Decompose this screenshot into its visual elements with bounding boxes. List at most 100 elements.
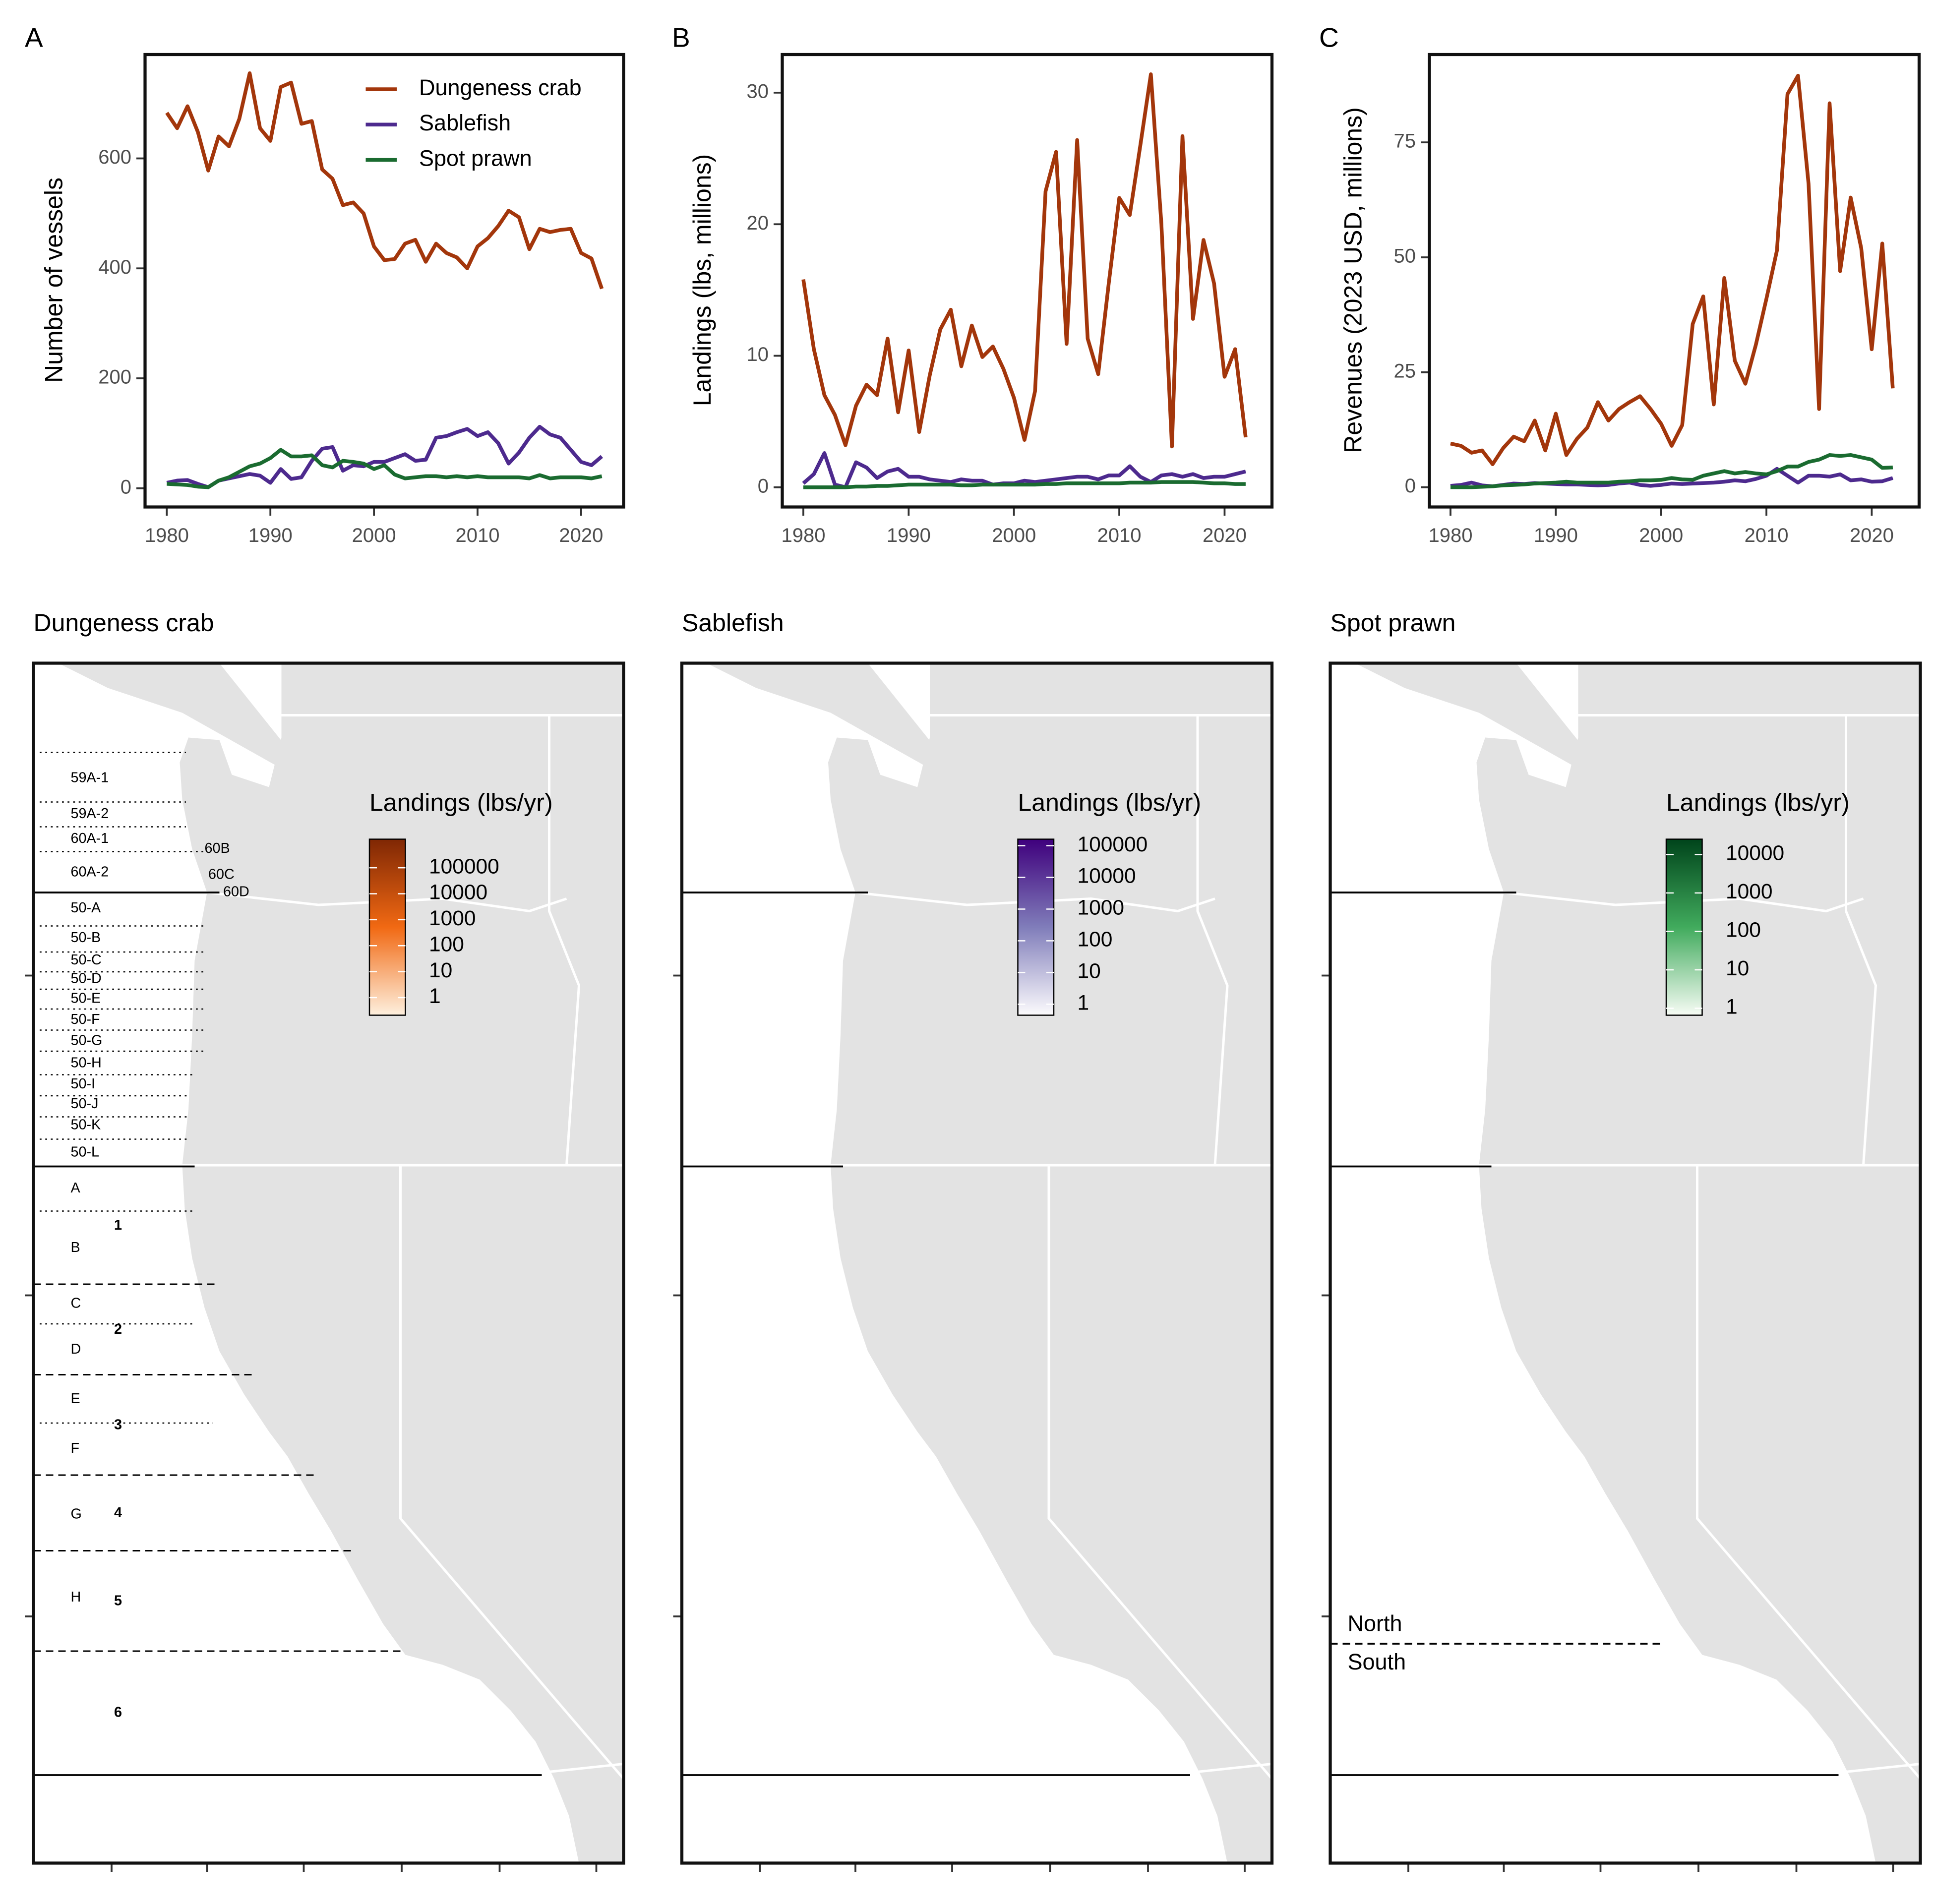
panel-label: C bbox=[1319, 22, 1339, 53]
legend-tick-label: 100 bbox=[429, 933, 464, 956]
state-border bbox=[1196, 715, 1229, 1166]
x-tick-label: 2000 bbox=[1639, 525, 1683, 546]
map-label: 50-J bbox=[71, 1096, 99, 1112]
legend-tick-label: 100 bbox=[1078, 928, 1113, 952]
panel-label: A bbox=[25, 22, 43, 53]
x-tick-label: 1980 bbox=[1428, 525, 1472, 546]
map-label: 50-L bbox=[71, 1144, 100, 1160]
map-title: Spot prawn bbox=[1330, 609, 1456, 637]
map-label: 6 bbox=[114, 1705, 122, 1721]
land bbox=[58, 663, 294, 769]
map-label: G bbox=[71, 1506, 82, 1522]
state-border bbox=[399, 1165, 624, 1780]
map-label: 50-I bbox=[71, 1076, 96, 1092]
y-tick-label: 10 bbox=[747, 344, 769, 365]
series-line bbox=[802, 451, 1246, 489]
map-label: 1 bbox=[114, 1217, 122, 1233]
panel-label: B bbox=[672, 22, 690, 53]
map-label: 59A-2 bbox=[71, 806, 109, 822]
x-tick-label: 1990 bbox=[248, 525, 293, 546]
map-frame bbox=[1329, 661, 1922, 1865]
map-label: 50-F bbox=[71, 1012, 100, 1027]
plot-frame bbox=[781, 53, 1274, 509]
map-body bbox=[682, 663, 1272, 1863]
legend-tick-label: 1 bbox=[1078, 992, 1089, 1015]
legend-tick-label: 100 bbox=[1726, 919, 1761, 942]
y-axis-title: Revenues (2023 USD, millions) bbox=[1339, 107, 1367, 453]
x-tick-label: 2010 bbox=[455, 525, 499, 546]
x-tick-label: 2020 bbox=[559, 525, 603, 546]
legend-tick-label: 10000 bbox=[1078, 865, 1136, 888]
x-tick-label: 2020 bbox=[1850, 525, 1894, 546]
y-tick-label: 0 bbox=[758, 475, 769, 497]
color-bar bbox=[1665, 838, 1703, 1016]
legend-title: Landings (lbs/yr) bbox=[369, 789, 553, 817]
map-label: 59A-1 bbox=[71, 770, 109, 786]
state-border bbox=[1190, 1763, 1272, 1774]
map-label: A bbox=[71, 1180, 81, 1196]
y-tick-label: 75 bbox=[1394, 130, 1416, 152]
y-axis-title: Number of vessels bbox=[40, 178, 68, 383]
legend-tick-label: 10000 bbox=[1726, 842, 1784, 865]
state-border bbox=[542, 1763, 624, 1774]
map-label: 60B bbox=[205, 840, 230, 856]
map-label: C bbox=[71, 1296, 81, 1311]
x-tick-label: 2000 bbox=[992, 525, 1036, 546]
state-border bbox=[1696, 1165, 1921, 1780]
legend-label: Spot prawn bbox=[419, 145, 532, 171]
map-label: 50-C bbox=[71, 952, 102, 968]
map-label: 50-K bbox=[71, 1117, 101, 1133]
x-tick-label: 2020 bbox=[1203, 525, 1247, 546]
state-border bbox=[1047, 1165, 1272, 1780]
x-tick-label: 2010 bbox=[1097, 525, 1142, 546]
map-body bbox=[1330, 663, 1921, 1863]
y-tick-label: 25 bbox=[1394, 360, 1416, 382]
legend-tick-label: 1000 bbox=[429, 907, 476, 930]
map-label: F bbox=[71, 1440, 80, 1456]
map-label: 60A-1 bbox=[71, 831, 109, 846]
state-border bbox=[207, 891, 567, 913]
legend-tick-label: 1 bbox=[429, 985, 441, 1008]
map-title: Sablefish bbox=[682, 609, 784, 637]
map-frame bbox=[32, 661, 625, 1865]
y-tick-label: 0 bbox=[121, 476, 131, 498]
map-label: 50-B bbox=[71, 930, 101, 946]
map-title: Dungeness crab bbox=[34, 609, 214, 637]
map-label: 5 bbox=[114, 1593, 122, 1609]
map-label: 50-E bbox=[71, 991, 101, 1007]
series-line bbox=[803, 480, 1246, 489]
state-border bbox=[1504, 891, 1864, 913]
map-label: E bbox=[71, 1391, 80, 1407]
map-frame bbox=[680, 661, 1274, 1865]
map: Landings (lbs/yr) 1 10 100 1000 10000 100000 bbox=[25, 661, 625, 1872]
color-bar bbox=[368, 838, 406, 1016]
map-label: H bbox=[71, 1589, 81, 1605]
legend-tick-label: 1 bbox=[1726, 996, 1738, 1019]
state-border bbox=[1838, 1763, 1921, 1774]
legend-tick-label: 1000 bbox=[1078, 896, 1125, 920]
y-tick-label: 20 bbox=[747, 212, 769, 234]
series-line bbox=[1450, 73, 1895, 466]
map-label: D bbox=[71, 1341, 81, 1357]
series-line bbox=[167, 448, 603, 489]
y-tick-label: 30 bbox=[747, 80, 769, 102]
state-border bbox=[548, 715, 581, 1166]
legend-tick-label: 100000 bbox=[429, 855, 499, 878]
legend-tick-label: 100000 bbox=[1078, 833, 1148, 856]
map-label: 4 bbox=[114, 1505, 122, 1521]
map-label: 60C bbox=[208, 867, 235, 883]
x-tick-label: 1980 bbox=[781, 525, 825, 546]
state-border bbox=[1845, 715, 1877, 1166]
y-axis-title: Landings (lbs, millions) bbox=[688, 154, 716, 407]
plot-frame bbox=[143, 53, 625, 509]
y-tick-label: 50 bbox=[1394, 245, 1416, 267]
legend-tick-label: 10 bbox=[1078, 960, 1101, 983]
map-label: 60A-2 bbox=[71, 864, 109, 880]
series-line bbox=[166, 424, 604, 489]
legend-tick-label: 10000 bbox=[429, 881, 487, 904]
series-line bbox=[1450, 453, 1893, 489]
legend-title: Landings (lbs/yr) bbox=[1666, 789, 1850, 817]
map-label: 50-D bbox=[71, 971, 102, 987]
map-body bbox=[33, 663, 624, 1863]
